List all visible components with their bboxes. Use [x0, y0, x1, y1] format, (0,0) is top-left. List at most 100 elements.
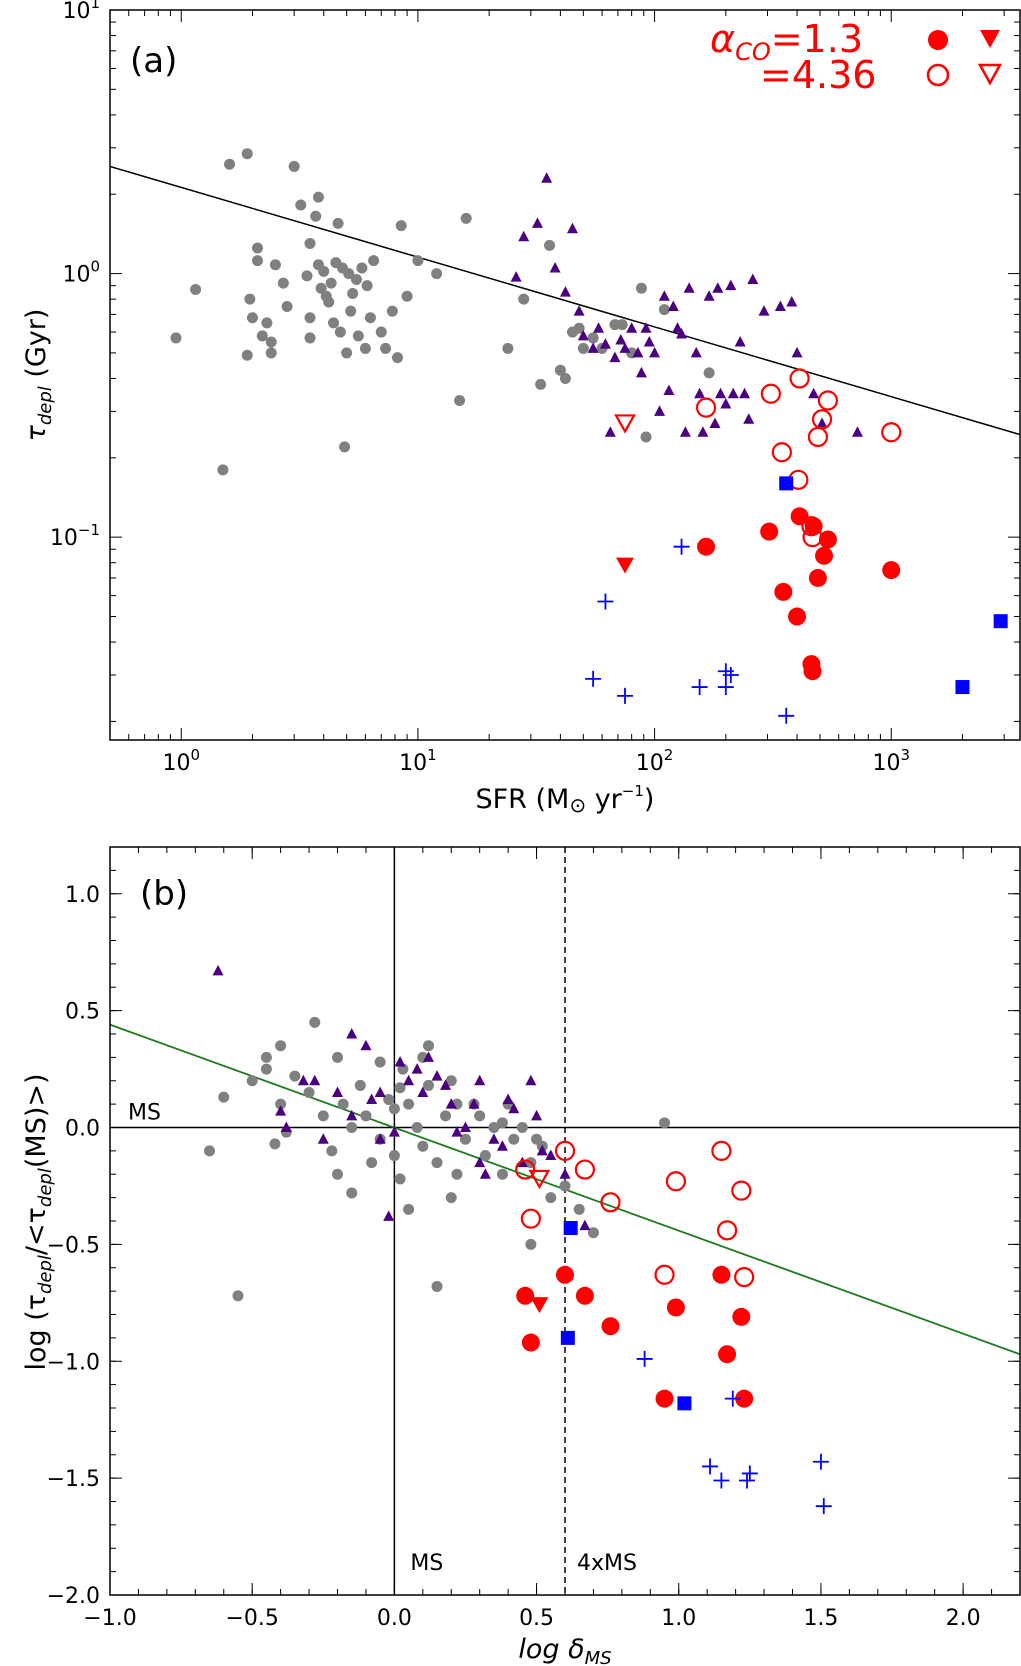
panel-b-point: [587, 1227, 599, 1239]
panel-a-point: [386, 305, 398, 317]
panel-b-point: [536, 1144, 548, 1156]
panel-b-point: [559, 1168, 571, 1179]
panel-b-point: [297, 1074, 309, 1086]
panel-b-point: [332, 1168, 343, 1180]
panel-b-point: [275, 1105, 287, 1116]
panel-a-point: [760, 522, 779, 541]
legend-row-2-value: =4.36: [760, 53, 876, 97]
panel-a-point: [758, 305, 770, 316]
panel-b-ms-hline-label: MS: [128, 1101, 161, 1126]
panel-b-point: [724, 1390, 741, 1407]
panel-b-point: [317, 1133, 329, 1144]
panel-b-point: [423, 1079, 434, 1091]
panel-a-xlabel-text: SFR (M: [476, 784, 570, 815]
panel-a-point: [559, 372, 571, 384]
panel-b-point: [431, 1157, 443, 1169]
panel-a-point: [727, 387, 739, 399]
panel-a-point: [170, 332, 182, 344]
panel-b-x-tick-label: −0.5: [225, 1606, 278, 1631]
panel-b-point: [718, 1345, 737, 1364]
panel-b-point: [525, 1238, 537, 1250]
panel-b-point: [360, 1039, 372, 1051]
panel-a-point: [304, 238, 316, 250]
panel-b-point: [388, 1103, 400, 1115]
panel-b-point: [579, 1219, 591, 1231]
panel-a-point: [241, 148, 253, 160]
panel-a-series-7: [585, 538, 795, 724]
panel-a-point: [541, 172, 553, 183]
panel-b-point: [332, 1051, 343, 1063]
panel-a-point: [587, 332, 599, 344]
panel-a-point: [585, 670, 602, 687]
panel-b: −1.0 −0.5 0.0 0.5 1.0 1.5 2.0 −2.0 −1.5 −1.0 −0.5 0…: [21, 846, 1021, 1666]
panel-b-series-3: [530, 1297, 549, 1314]
panel-b-point: [445, 1192, 457, 1204]
panel-a-point: [807, 426, 829, 448]
panel-b-point: [246, 1075, 258, 1087]
panel-b-xlabel-sub: MS: [585, 1648, 612, 1666]
panel-b-point: [394, 1173, 406, 1185]
panel-b-point: [346, 1028, 358, 1039]
panel-b-point: [394, 1056, 406, 1067]
panel-a-point: [672, 322, 684, 333]
panel-a-point: [325, 277, 337, 289]
panel-a-series-6: [779, 476, 1008, 695]
panel-a-plot-area: [110, 148, 1020, 724]
panel-a-point: [673, 538, 690, 555]
panel-b-y-tick-label: −2.0: [47, 1584, 100, 1609]
panel-b-point: [636, 1350, 653, 1367]
panel-a-point: [851, 426, 863, 437]
panel-b-point: [423, 1040, 434, 1052]
panel-a-point: [791, 346, 803, 358]
panel-a-point: [815, 546, 834, 565]
panel-b-ylabel-mid: /<τ: [21, 1207, 52, 1255]
panel-b-point: [440, 1110, 452, 1122]
panel-a-point: [691, 679, 708, 696]
panel-b-x-tick-label: 2.0: [946, 1606, 981, 1631]
panel-b-ylabel-pre: log (τ: [21, 1294, 52, 1371]
panel-a-xlabel-end: ): [644, 784, 655, 815]
panel-a-point: [683, 282, 695, 293]
panel-a-point: [304, 312, 316, 324]
legend-marker-open-circle: [926, 63, 950, 87]
panel-a-point: [802, 527, 823, 548]
panel-b-point: [269, 1138, 281, 1150]
panel-a-point: [747, 273, 759, 284]
panel-a-series-1: [510, 172, 863, 437]
panel-a-point: [697, 537, 716, 556]
panel-a-point: [392, 352, 404, 364]
panel-a-point: [252, 242, 264, 254]
panel-a-point: [816, 417, 828, 428]
panel-b-point: [417, 1140, 429, 1152]
panel-b-point: [665, 1171, 687, 1192]
panel-b-ylabel-end: (MS)>): [21, 1073, 52, 1168]
panel-b-point: [346, 1122, 358, 1133]
panel-a-point: [328, 317, 340, 329]
panel-b-point: [654, 1264, 675, 1285]
panel-a-point: [808, 387, 820, 399]
panel-a-point: [252, 255, 264, 267]
legend-row-1: αCO=1.3: [710, 17, 863, 66]
panel-b-point: [521, 1333, 540, 1352]
panel-b-xlabel: log δMS: [518, 1634, 611, 1666]
panel-b-y-tick-label: −1.0: [47, 1350, 100, 1375]
panel-b-point: [734, 1266, 755, 1288]
panel-b-x-tick-label: 1.0: [661, 1606, 696, 1631]
panel-b-point: [488, 1133, 500, 1144]
panel-a-point: [244, 293, 256, 305]
panel-b-point: [732, 1307, 751, 1326]
panel-a-point: [265, 336, 277, 348]
panel-a-point: [380, 342, 392, 354]
panel-b-series-2: [516, 1265, 754, 1408]
panel-a-x-tick-label: 103: [872, 746, 910, 776]
panel-a-point: [739, 387, 751, 399]
panel-b-point: [545, 1149, 557, 1161]
panel-b-point: [496, 1168, 508, 1180]
panel-b-point: [459, 1121, 471, 1132]
panel-a-point: [811, 409, 833, 430]
panel-a-x-tick-label: 101: [399, 746, 437, 776]
panel-a-point: [663, 384, 675, 396]
panel-a-point: [368, 255, 380, 267]
panel-b-point: [445, 1098, 457, 1109]
panel-a-point: [343, 268, 355, 280]
